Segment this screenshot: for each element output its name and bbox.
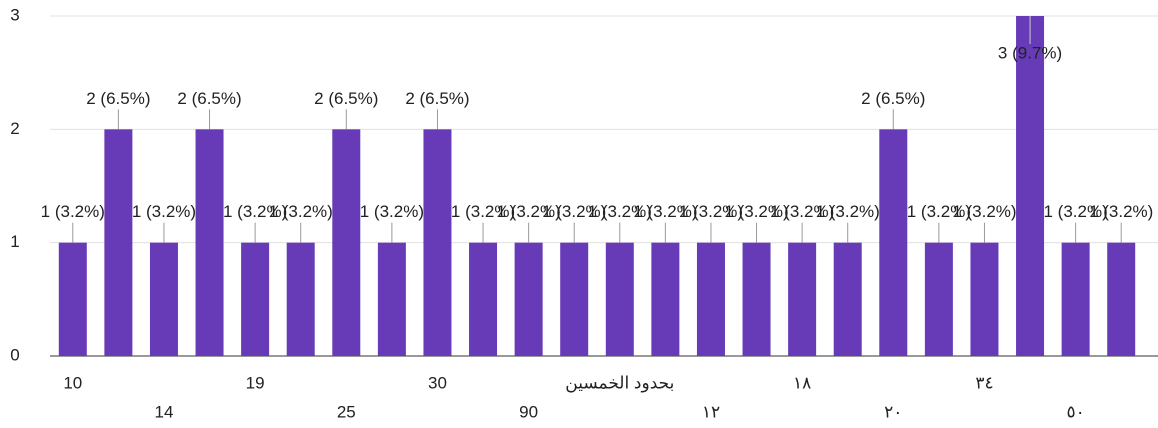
bar: [423, 129, 452, 356]
bar: [149, 242, 178, 356]
value-label: 2 (6.5%): [86, 89, 150, 108]
bar: [651, 242, 680, 356]
bar: [742, 242, 771, 356]
value-label: 1 (3.2%): [816, 202, 880, 221]
bar: [241, 242, 270, 356]
value-label: 1 (3.2%): [1044, 202, 1108, 221]
value-label: 1 (3.2%): [360, 202, 424, 221]
value-label: 1 (3.2%): [542, 202, 606, 221]
value-label: 1 (3.2%): [952, 202, 1016, 221]
value-label: 1 (3.2%): [633, 202, 697, 221]
x-tick-label: 30: [428, 373, 447, 392]
value-label: 1 (3.2%): [41, 202, 105, 221]
bar: [1061, 242, 1090, 356]
x-tick-label: 19: [246, 373, 265, 392]
value-label: 1 (3.2%): [588, 202, 652, 221]
x-tick-label: 14: [154, 402, 173, 421]
bar: [286, 242, 315, 356]
bar: [970, 242, 999, 356]
value-label: 2 (6.5%): [314, 89, 378, 108]
value-label: 1 (3.2%): [770, 202, 834, 221]
bar: [377, 242, 406, 356]
bar: [332, 129, 361, 356]
bar: [696, 242, 725, 356]
value-label: 2 (6.5%): [405, 89, 469, 108]
bar: [833, 242, 862, 356]
bar: [1016, 16, 1045, 356]
bar: [788, 242, 817, 356]
bar: [560, 242, 589, 356]
value-label: 3 (9.7%): [998, 43, 1062, 62]
value-label: 1 (3.2%): [497, 202, 561, 221]
bar: [104, 129, 133, 356]
bar: [514, 242, 543, 356]
y-tick-label: 2: [10, 119, 19, 138]
x-tick-label: 10: [63, 373, 82, 392]
value-label: 1 (3.2%): [724, 202, 788, 221]
value-label: 1 (3.2%): [907, 202, 971, 221]
value-label: 1 (3.2%): [132, 202, 196, 221]
y-tick-label: 1: [10, 232, 19, 251]
y-tick-label: 3: [10, 5, 19, 24]
x-tick-label: 25: [337, 402, 356, 421]
x-tick-label: 90: [519, 402, 538, 421]
bar: [605, 242, 634, 356]
value-label: 2 (6.5%): [861, 89, 925, 108]
value-label: 1 (3.2%): [223, 202, 287, 221]
bar: [195, 129, 224, 356]
x-tick-label: ١٢: [702, 402, 720, 421]
value-label: 1 (3.2%): [1089, 202, 1153, 221]
x-tick-label: ٥٠: [1066, 402, 1084, 421]
bar: [924, 242, 953, 356]
x-tick-label: بحدود الخمسين: [565, 373, 674, 392]
value-label: 1 (3.2%): [451, 202, 515, 221]
bar: [58, 242, 87, 356]
x-tick-label: ٢٠: [884, 402, 902, 421]
value-label: 2 (6.5%): [177, 89, 241, 108]
value-label: 1 (3.2%): [269, 202, 333, 221]
x-tick-label: ٣٤: [975, 373, 993, 392]
bar: [879, 129, 908, 356]
bar: [1107, 242, 1136, 356]
x-tick-label: ١٨: [793, 373, 811, 392]
value-label: 1 (3.2%): [679, 202, 743, 221]
bar: [469, 242, 498, 356]
y-tick-label: 0: [10, 345, 19, 364]
